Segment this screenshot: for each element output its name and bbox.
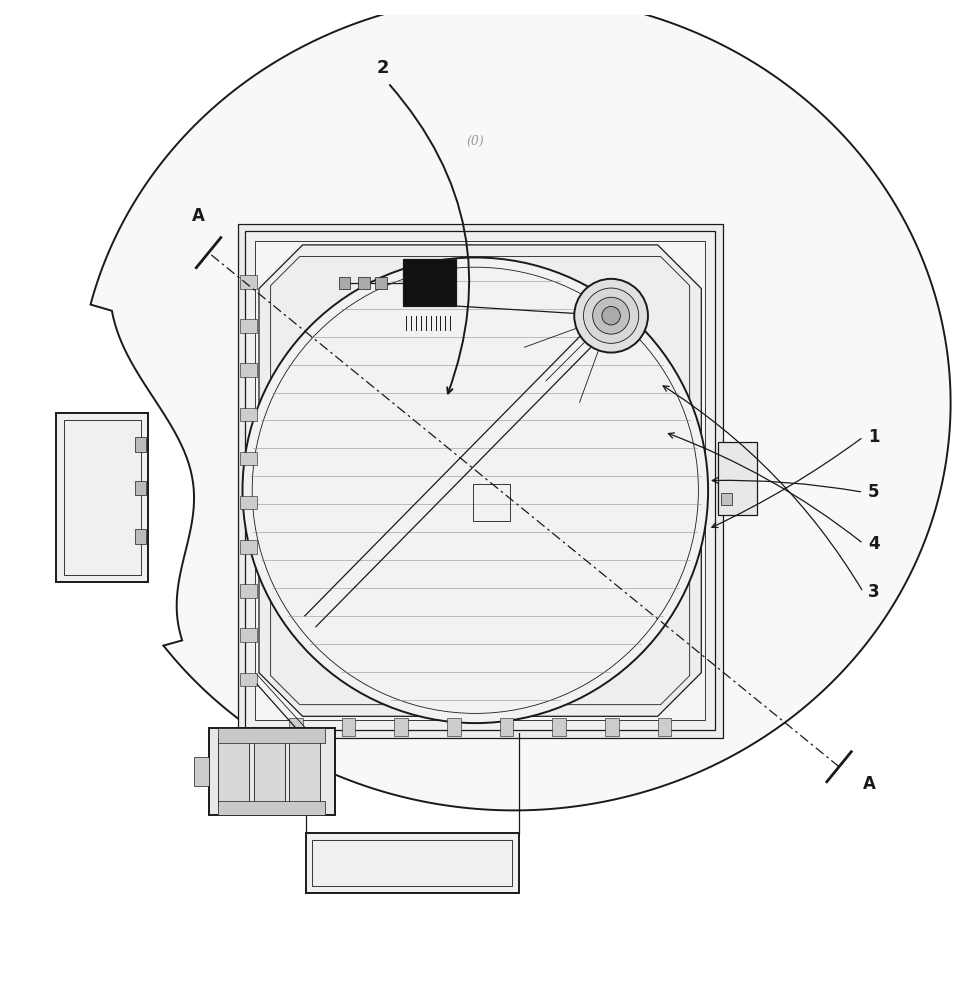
Bar xyxy=(394,718,408,736)
Text: A: A xyxy=(192,207,205,225)
Bar xyxy=(194,757,208,786)
Bar xyxy=(135,529,146,544)
Text: 3: 3 xyxy=(867,583,879,601)
Bar xyxy=(341,718,355,736)
Text: (0): (0) xyxy=(466,135,484,148)
Bar xyxy=(245,231,714,730)
Text: A: A xyxy=(862,775,875,793)
Bar xyxy=(239,628,257,642)
Bar xyxy=(239,452,257,465)
Bar xyxy=(657,718,671,736)
Text: 4: 4 xyxy=(867,535,879,553)
Bar xyxy=(720,493,732,505)
Bar xyxy=(239,673,257,686)
Circle shape xyxy=(242,258,707,723)
Bar xyxy=(605,718,618,736)
Bar xyxy=(289,738,320,806)
Circle shape xyxy=(592,297,629,334)
Bar xyxy=(64,420,141,575)
Bar xyxy=(289,718,302,736)
Bar xyxy=(447,718,460,736)
Circle shape xyxy=(582,288,638,343)
Bar xyxy=(312,839,512,886)
Bar xyxy=(717,442,756,515)
Bar xyxy=(254,738,284,806)
Bar xyxy=(358,277,369,289)
Bar xyxy=(239,408,257,421)
Bar xyxy=(239,275,257,289)
Bar xyxy=(135,437,146,452)
Circle shape xyxy=(574,279,647,353)
Bar xyxy=(218,801,325,815)
Bar xyxy=(218,728,325,742)
Bar xyxy=(239,319,257,333)
Bar xyxy=(305,833,518,893)
Bar xyxy=(239,540,257,554)
Circle shape xyxy=(601,306,620,325)
Bar xyxy=(338,277,350,289)
Text: 2: 2 xyxy=(377,59,389,77)
Bar xyxy=(255,241,704,720)
Polygon shape xyxy=(259,245,701,716)
Bar xyxy=(239,363,257,377)
Bar xyxy=(239,496,257,509)
Bar xyxy=(402,259,455,306)
Bar xyxy=(135,481,146,495)
Bar xyxy=(56,413,148,582)
Bar xyxy=(208,728,334,815)
Bar xyxy=(473,484,510,521)
Bar xyxy=(218,738,249,806)
Polygon shape xyxy=(90,0,950,810)
Bar xyxy=(499,718,513,736)
Bar xyxy=(239,584,257,598)
Text: 1: 1 xyxy=(867,428,879,446)
Bar xyxy=(375,277,387,289)
Bar xyxy=(551,718,565,736)
Text: 5: 5 xyxy=(867,483,879,501)
Bar xyxy=(237,224,722,738)
